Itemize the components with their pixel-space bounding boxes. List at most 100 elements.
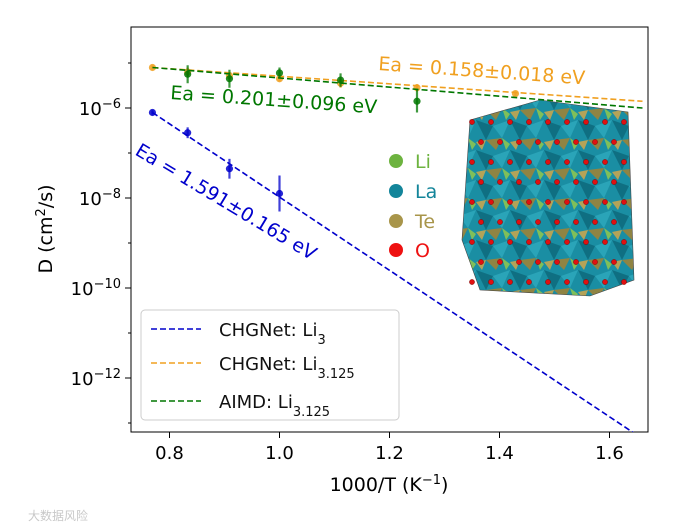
oxygen-atom bbox=[478, 259, 484, 265]
oxygen-atom bbox=[592, 179, 598, 185]
oxygen-atom bbox=[573, 259, 579, 265]
oxygen-atom bbox=[545, 119, 551, 125]
element-legend: Li La Te O bbox=[389, 151, 437, 262]
oxygen-atom bbox=[564, 239, 570, 245]
la-marker bbox=[389, 184, 403, 198]
oxygen-atom bbox=[507, 239, 513, 245]
oxygen-atom bbox=[621, 159, 627, 165]
legend-label-chgnet-li3125: CHGNet: Li3.125 bbox=[219, 354, 355, 382]
oxygen-atom bbox=[469, 159, 475, 165]
oxygen-atom bbox=[583, 279, 589, 285]
oxygen-atom bbox=[535, 179, 541, 185]
oxygen-atom bbox=[573, 219, 579, 225]
oxygen-atom bbox=[592, 139, 598, 145]
oxygen-atom bbox=[573, 179, 579, 185]
oxygen-atom bbox=[488, 239, 494, 245]
oxygen-atom bbox=[497, 179, 503, 185]
oxygen-atom bbox=[488, 199, 494, 205]
x-tick-label: 0.8 bbox=[155, 443, 184, 464]
oxygen-atom bbox=[488, 119, 494, 125]
oxygen-atom bbox=[602, 159, 608, 165]
data-point bbox=[148, 108, 157, 117]
crystal-structure-image bbox=[461, 99, 635, 297]
o-label: O bbox=[415, 240, 430, 262]
oxygen-atom bbox=[611, 139, 617, 145]
axes: 0.8 1.0 1.2 1.4 1.6 10−6 10−8 10−10 10−12 bbox=[71, 62, 624, 464]
oxygen-atom bbox=[478, 179, 484, 185]
oxygen-atom bbox=[516, 219, 522, 225]
legend-label-aimd-li3125: AIMD: Li3.125 bbox=[219, 392, 330, 420]
o-marker bbox=[389, 243, 403, 257]
x-axis-label: 1000/T (K−1) bbox=[330, 473, 449, 497]
li-marker bbox=[389, 154, 403, 168]
oxygen-atom bbox=[545, 199, 551, 205]
data-point bbox=[275, 69, 284, 77]
oxygen-atom bbox=[545, 279, 551, 285]
oxygen-atom bbox=[602, 239, 608, 245]
oxygen-atom bbox=[478, 219, 484, 225]
data-point bbox=[148, 63, 157, 72]
oxygen-atom bbox=[611, 259, 617, 265]
la-label: La bbox=[415, 181, 437, 203]
oxygen-atom bbox=[497, 259, 503, 265]
oxygen-atom bbox=[526, 239, 532, 245]
oxygen-atom bbox=[488, 279, 494, 285]
y-axis-label: D (cm2/s) bbox=[34, 184, 58, 273]
oxygen-atom bbox=[507, 279, 513, 285]
y-tick-label: 10−10 bbox=[71, 277, 121, 301]
oxygen-atom bbox=[526, 119, 532, 125]
oxygen-atom bbox=[535, 259, 541, 265]
y-tick-label: 10−6 bbox=[79, 97, 121, 121]
te-label: Te bbox=[414, 211, 435, 233]
oxygen-atom bbox=[564, 199, 570, 205]
oxygen-atom bbox=[526, 159, 532, 165]
watermark-text: 大数据风险 bbox=[28, 508, 88, 523]
x-tick-label: 1.6 bbox=[595, 443, 624, 464]
series-aimd-li3-125 bbox=[152, 65, 643, 113]
oxygen-atom bbox=[621, 239, 627, 245]
oxygen-atom bbox=[554, 219, 560, 225]
legend-label-chgnet-li3: CHGNet: Li3 bbox=[219, 320, 326, 348]
legend-frame bbox=[140, 309, 400, 421]
oxygen-atom bbox=[564, 159, 570, 165]
oxygen-atom bbox=[583, 199, 589, 205]
y-tick-label: 10−8 bbox=[79, 187, 121, 211]
oxygen-atom bbox=[535, 219, 541, 225]
fit-line bbox=[152, 111, 634, 432]
oxygen-atom bbox=[545, 159, 551, 165]
oxygen-atom bbox=[535, 139, 541, 145]
oxygen-atom bbox=[621, 119, 627, 125]
data-point bbox=[184, 129, 192, 137]
oxygen-atom bbox=[611, 219, 617, 225]
oxygen-atom bbox=[516, 259, 522, 265]
series-chgnet-li3 bbox=[148, 108, 634, 432]
data-point bbox=[511, 90, 520, 98]
oxygen-atom bbox=[583, 239, 589, 245]
data-point bbox=[275, 189, 284, 198]
oxygen-atom bbox=[469, 239, 475, 245]
oxygen-atom bbox=[478, 139, 484, 145]
data-point bbox=[184, 70, 192, 78]
oxygen-atom bbox=[621, 199, 627, 205]
oxygen-atom bbox=[554, 259, 560, 265]
oxygen-atom bbox=[507, 159, 513, 165]
li-label: Li bbox=[415, 151, 431, 173]
oxygen-atom bbox=[554, 139, 560, 145]
data-point bbox=[225, 165, 234, 173]
oxygen-atom bbox=[564, 279, 570, 285]
oxygen-atom bbox=[602, 279, 608, 285]
oxygen-atom bbox=[564, 119, 570, 125]
y-tick-label: 10−12 bbox=[71, 367, 121, 391]
data-point bbox=[336, 76, 345, 84]
oxygen-atom bbox=[516, 139, 522, 145]
oxygen-atom bbox=[592, 219, 598, 225]
oxygen-atom bbox=[573, 139, 579, 145]
x-tick-label: 1.2 bbox=[375, 443, 404, 464]
oxygen-atom bbox=[469, 199, 475, 205]
oxygen-atom bbox=[611, 179, 617, 185]
te-marker bbox=[389, 214, 403, 228]
oxygen-atom bbox=[497, 219, 503, 225]
data-point bbox=[225, 75, 234, 83]
oxygen-atom bbox=[507, 199, 513, 205]
oxygen-atom bbox=[545, 239, 551, 245]
